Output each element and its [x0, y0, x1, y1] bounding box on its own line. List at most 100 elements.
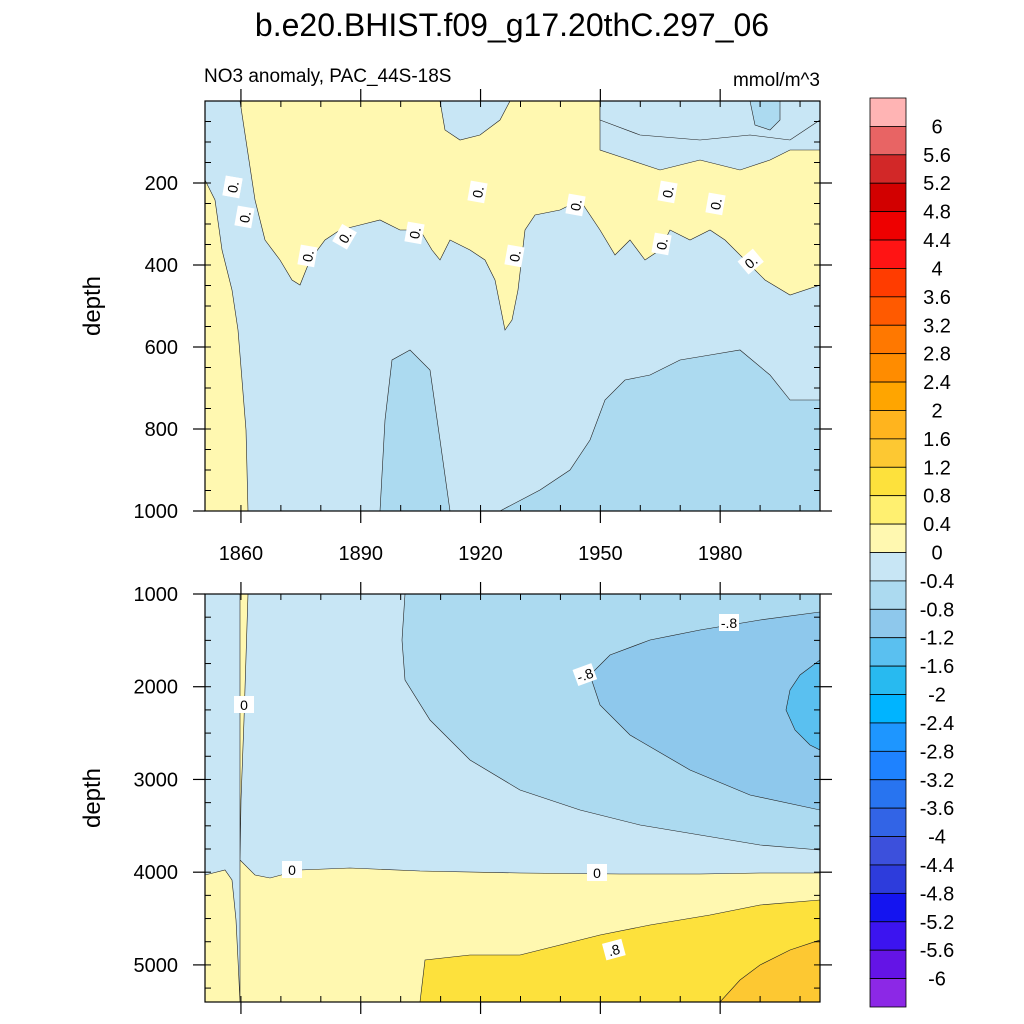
colorbar-label: 6 [931, 116, 942, 138]
contour-label-bg [737, 248, 764, 275]
colorbar-label: -2.8 [920, 741, 954, 763]
colorbar-label: 5.6 [923, 145, 951, 167]
colorbar-label: 5.2 [923, 173, 951, 195]
colorbar-swatch [869, 523, 907, 553]
upper-fill-top-right-blue [749, 101, 781, 131]
contour-label-bg [602, 938, 626, 961]
x-tick-label: 1950 [578, 543, 623, 565]
lower-panel: 1000 2000 3000 4000 5000 -.8 -.8 0 0 0 .8 depth [79, 582, 832, 1014]
contour-label-bg [572, 663, 598, 686]
colorbar-label: -5.2 [920, 912, 954, 934]
colorbar-swatch [869, 552, 907, 582]
lower-contour-fills [205, 594, 820, 1002]
contour-label: 0. [222, 175, 243, 199]
lower-fill-12-neg [785, 659, 820, 751]
upper-y-ticks: 200 400 600 800 1000 [134, 100, 832, 523]
contour-label-bg [587, 864, 607, 881]
contour-label-bg [234, 205, 255, 229]
colorbar-swatch [869, 268, 907, 298]
colorbar-label: 0.4 [923, 514, 951, 536]
colorbar-label: -3.2 [920, 770, 954, 792]
lower-x-ticks [240, 582, 801, 1014]
colorbar-swatch [869, 665, 907, 695]
colorbar-label: 3.2 [923, 315, 951, 337]
contour-label-text: 0. [707, 197, 725, 211]
contour-label: -.8 [719, 614, 739, 631]
y-tick-label: 600 [145, 337, 178, 359]
contour-label: 0. [234, 205, 255, 229]
contour-label-bg [222, 175, 243, 199]
lower-fill-08-neg [589, 611, 820, 811]
colorbar: 6 5.6 5.2 4.8 4.4 4 3.6 3.2 2.8 2.4 2 1.6 1.2 0.8 0.4 0… [869, 97, 954, 1008]
colorbar-label: -6 [928, 969, 946, 991]
y-tick-label: 1000 [134, 501, 179, 523]
y-tick-label: 400 [145, 255, 178, 277]
contour-label-bg [297, 244, 318, 268]
colorbar-swatch [869, 779, 907, 809]
contour-label-text: 0. [299, 249, 317, 263]
upper-y-axis-label: depth [79, 276, 106, 336]
colorbar-label: 2 [931, 400, 942, 422]
colorbar-label: 4.8 [923, 202, 951, 224]
colorbar-label: -4.4 [920, 855, 954, 877]
colorbar-swatch [869, 978, 907, 1008]
contour-label: 0. [705, 192, 726, 216]
main-title: b.e20.BHIST.f09_g17.20thC.297_06 [255, 7, 769, 43]
contour-label: 0. [651, 232, 672, 256]
colorbar-swatch [869, 154, 907, 184]
contour-label: 0. [332, 223, 357, 250]
colorbar-label: -1.2 [920, 628, 954, 650]
colorbar-label: -0.4 [920, 571, 954, 593]
colorbar-label: 0.8 [923, 486, 951, 508]
colorbar-label: 4.4 [923, 230, 951, 252]
colorbar-swatch [869, 892, 907, 923]
contour-label-bg [234, 696, 254, 713]
colorbar-swatch [869, 495, 907, 525]
contour-label: 0 [282, 861, 302, 878]
colorbar-swatch [869, 324, 907, 355]
colorbar-swatch [869, 239, 907, 269]
colorbar-swatch [869, 182, 907, 213]
upper-fill-negative-blob-a [439, 101, 511, 141]
contour-label-bg [657, 180, 678, 204]
contour-label-bg [504, 244, 525, 268]
colorbar-swatch [869, 97, 907, 127]
contour-label-text: 0. [506, 249, 524, 263]
upper-fill-positive-left [205, 101, 249, 511]
contour-label-text: -.8 [721, 615, 738, 631]
colorbar-label: -4 [928, 827, 946, 849]
colorbar-label: 1.2 [923, 457, 951, 479]
contour-label: 0. [657, 180, 678, 204]
y-tick-label: 200 [145, 173, 178, 195]
contour-label-text: 0. [224, 180, 242, 194]
contour-label-text: 0. [236, 210, 254, 224]
lower-contour-labels: -.8 -.8 0 0 0 .8 [234, 614, 739, 961]
contour-label-text: .8 [606, 941, 622, 960]
colorbar-swatch [869, 750, 907, 781]
contour-label: -.8 [572, 663, 598, 686]
contour-label: 0. [467, 180, 488, 204]
contour-label-text: 0 [593, 865, 601, 881]
upper-x-ticks: 1860 1890 1920 1950 1980 [219, 89, 801, 565]
lower-fill-12 [719, 939, 820, 1002]
subtitle-left: NO3 anomaly, PAC_44S-18S [204, 66, 451, 87]
contour-label-text: 0 [288, 862, 296, 878]
colorbar-swatch [869, 637, 907, 667]
x-tick-label: 1860 [219, 543, 264, 565]
upper-panel: 1860 1890 1920 1950 1980 200 400 600 800 1000 0.… [79, 89, 832, 565]
contour-label-text: 0. [567, 198, 585, 212]
contour-label-text: 0. [469, 185, 487, 199]
contour-label: 0. [565, 193, 586, 217]
colorbar-swatch [869, 722, 907, 752]
contour-label-text: -.8 [575, 665, 596, 686]
colorbar-swatch [869, 410, 907, 440]
x-tick-label: 1890 [338, 543, 383, 565]
x-tick-label: 1920 [458, 543, 503, 565]
colorbar-swatch [869, 353, 907, 383]
x-tick-label: 1980 [698, 543, 743, 565]
colorbar-label: 0 [931, 543, 942, 565]
contour-label-text: 0. [406, 226, 424, 240]
colorbar-label: 2.8 [923, 344, 951, 366]
contour-label-bg [651, 232, 672, 256]
